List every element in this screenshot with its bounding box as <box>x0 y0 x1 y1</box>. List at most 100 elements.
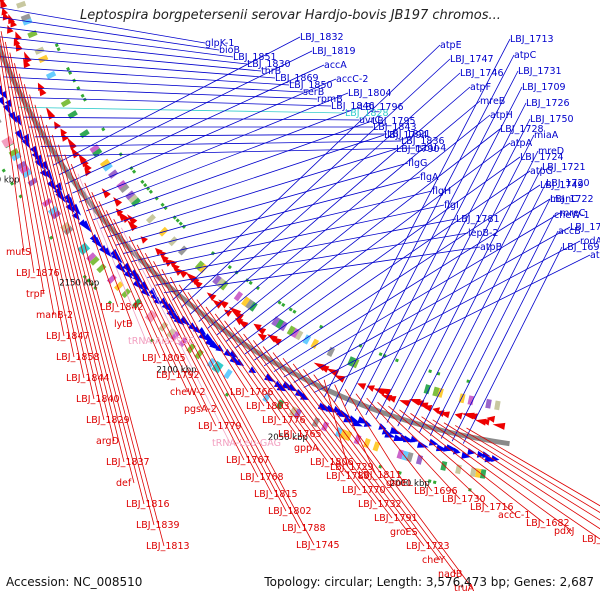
forward-gene-label[interactable]: LBJ_1794 <box>384 130 428 141</box>
forward-gene-label[interactable]: LBJ_1731 <box>518 66 562 77</box>
reverse-gene-label[interactable]: accC-1 <box>498 510 530 521</box>
forward-gene-label[interactable]: LBJ_1746 <box>460 68 504 79</box>
reverse-gene-label[interactable]: LBJ_1876 <box>16 268 60 279</box>
forward-gene-label[interactable]: LBJ_1724 <box>520 152 564 163</box>
forward-gene-label[interactable]: LBJ_1747 <box>450 54 494 65</box>
reverse-gene-label[interactable]: LBJ_1844 <box>66 373 110 384</box>
forward-gene-label[interactable]: LBJ_1713 <box>510 34 554 45</box>
reverse-gene-label[interactable]: LBJ_1805 <box>142 353 186 364</box>
forward-gene-label[interactable]: LBJ_1869 <box>275 73 319 84</box>
reverse-gene-label[interactable]: LBJ_1816 <box>126 499 170 510</box>
forward-gene-label[interactable]: LBJ_1828 <box>345 108 389 119</box>
reverse-gene-label[interactable]: LBJ_1716 <box>470 502 514 513</box>
forward-gene-label[interactable]: manC <box>550 194 578 205</box>
reverse-gene-label[interactable]: LBJ_1847 <box>46 331 90 342</box>
forward-gene-label[interactable]: LBJ_1832 <box>300 32 344 43</box>
forward-gene-label[interactable]: LBJ_1804 <box>348 88 392 99</box>
reverse-gene-label[interactable]: LBJ_1829 <box>86 415 130 426</box>
forward-gene-label[interactable]: serB <box>303 87 324 98</box>
forward-gene-label[interactable]: LBJ_1722 <box>550 194 594 205</box>
forward-gene-label[interactable]: atpE <box>440 40 462 51</box>
forward-gene-label[interactable]: LBJ_1851 <box>233 52 277 63</box>
forward-gene-label[interactable]: atpC <box>514 50 537 61</box>
forward-gene-label[interactable]: rodA <box>580 236 600 247</box>
reverse-gene-label[interactable]: LBJ_1770 <box>342 485 386 496</box>
forward-gene-label[interactable]: LBJ_1850 <box>289 80 333 91</box>
reverse-gene-label[interactable]: LBJ_1729 <box>330 462 374 473</box>
reverse-gene-label[interactable]: mutS <box>6 247 31 258</box>
forward-gene-label[interactable]: flgH <box>432 186 451 197</box>
reverse-gene-label[interactable]: lytB <box>114 319 133 330</box>
forward-gene-label[interactable]: accC-2 <box>336 74 368 85</box>
reverse-gene-label[interactable]: LBJ_1768 <box>240 472 284 483</box>
forward-gene-label[interactable]: LBJ_1790 <box>396 144 440 155</box>
forward-gene-label[interactable]: atpG <box>530 166 553 177</box>
reverse-gene-label[interactable]: truA <box>454 583 475 594</box>
forward-gene-label[interactable]: LBJ_1781 <box>456 214 500 225</box>
reverse-gene-label[interactable]: LBJ_1745 <box>296 540 340 551</box>
reverse-gene-label[interactable]: LBJ_1803 <box>246 401 290 412</box>
reverse-gene-label[interactable]: LBJ_1858 <box>56 352 100 363</box>
forward-gene-label[interactable]: LBJ_1749 <box>540 180 584 191</box>
reverse-gene-label[interactable]: LBJ_1815 <box>254 489 298 500</box>
forward-gene-label[interactable]: glpK-1 <box>205 38 234 49</box>
forward-gene-label[interactable]: LBJ_1709 <box>522 82 566 93</box>
forward-gene-label[interactable]: LBJ_1843 <box>373 122 417 133</box>
forward-gene-label[interactable]: LBJ_1697 <box>562 242 600 253</box>
forward-gene-label[interactable]: LBJ_1846 <box>331 101 375 112</box>
reverse-gene-label[interactable]: groEL <box>386 478 414 489</box>
forward-gene-label[interactable]: LBJ_1728 <box>500 124 544 135</box>
forward-gene-label[interactable]: rsbU-4 <box>415 143 446 154</box>
reverse-gene-label[interactable]: cheY <box>422 555 445 566</box>
forward-gene-label[interactable]: bioB <box>219 45 240 56</box>
forward-gene-label[interactable]: atpH <box>490 110 513 121</box>
forward-gene-label[interactable]: LBJ_1796 <box>360 102 404 113</box>
forward-gene-label[interactable]: LBJ_1821 <box>387 129 431 140</box>
reverse-gene-label[interactable]: def <box>116 478 132 489</box>
reverse-gene-label[interactable]: LBJ_1791 <box>374 513 418 524</box>
forward-gene-label[interactable]: accB <box>558 226 581 237</box>
reverse-gene-label[interactable]: LBJ_1732 <box>358 499 402 510</box>
reverse-gene-label[interactable]: manB-2 <box>36 310 73 321</box>
forward-gene-label[interactable]: miaA <box>534 130 559 141</box>
forward-gene-label[interactable]: atpF <box>470 82 491 93</box>
forward-gene-label[interactable]: mreC <box>560 208 586 219</box>
reverse-gene-label[interactable]: LBJ_1776 <box>262 415 306 426</box>
reverse-gene-label[interactable]: LBJ_1788 <box>282 523 326 534</box>
forward-gene-label[interactable]: accA <box>324 60 347 71</box>
forward-gene-label[interactable]: LBJ_1819 <box>312 46 356 57</box>
reverse-gene-label[interactable]: pgsA-2 <box>184 404 217 415</box>
forward-gene-label[interactable]: LBJ_1750 <box>530 114 574 125</box>
forward-gene-label[interactable]: uvrC <box>359 115 382 126</box>
forward-gene-label[interactable]: rpmB <box>317 94 343 105</box>
reverse-gene-label[interactable]: tRNA-Ala-GGC <box>128 336 195 347</box>
reverse-gene-label[interactable]: LBJ_1840 <box>76 394 120 405</box>
reverse-gene-label[interactable]: LBJ_1696 <box>414 486 458 497</box>
reverse-gene-label[interactable]: trpF <box>26 289 45 300</box>
reverse-gene-label[interactable]: groES <box>390 527 418 538</box>
reverse-gene-label[interactable]: argD <box>96 436 119 447</box>
reverse-gene-label[interactable]: LBJ_1767 <box>226 455 270 466</box>
forward-gene-label[interactable]: thrB <box>261 66 281 77</box>
reverse-gene-label[interactable]: gppA <box>294 443 319 454</box>
forward-gene-label[interactable]: LBJ_1795 <box>372 116 416 127</box>
forward-gene-label[interactable]: LBJ_1721 <box>542 162 586 173</box>
reverse-gene-label[interactable]: cheW-2 <box>170 387 206 398</box>
reverse-gene-label[interactable]: pdxJ <box>554 526 574 537</box>
forward-gene-label[interactable]: LBJ_1726 <box>526 98 570 109</box>
reverse-gene-label[interactable]: LBJ_1806 <box>310 457 354 468</box>
forward-gene-label[interactable]: cheW-1 <box>554 210 590 221</box>
reverse-gene-label[interactable]: LBJ_1789 <box>326 471 370 482</box>
reverse-gene-label[interactable]: LBJ_1765 <box>278 429 322 440</box>
reverse-gene-label[interactable]: LBJ_1842 <box>100 302 144 313</box>
reverse-gene-label[interactable]: LBJ_1811 <box>358 470 402 481</box>
forward-gene-label[interactable]: LBJ_1830 <box>247 59 291 70</box>
reverse-gene-label[interactable]: LBJ_1792 <box>156 370 200 381</box>
reverse-gene-label[interactable]: LBJ_1723 <box>406 541 450 552</box>
reverse-gene-label[interactable]: nadB <box>438 569 462 580</box>
forward-gene-label[interactable]: flgG <box>408 158 427 169</box>
reverse-gene-label[interactable]: LBJ_1779 <box>198 421 242 432</box>
forward-gene-label[interactable]: flgI <box>444 200 459 211</box>
forward-gene-label[interactable]: LBJ_1715 <box>570 222 600 233</box>
